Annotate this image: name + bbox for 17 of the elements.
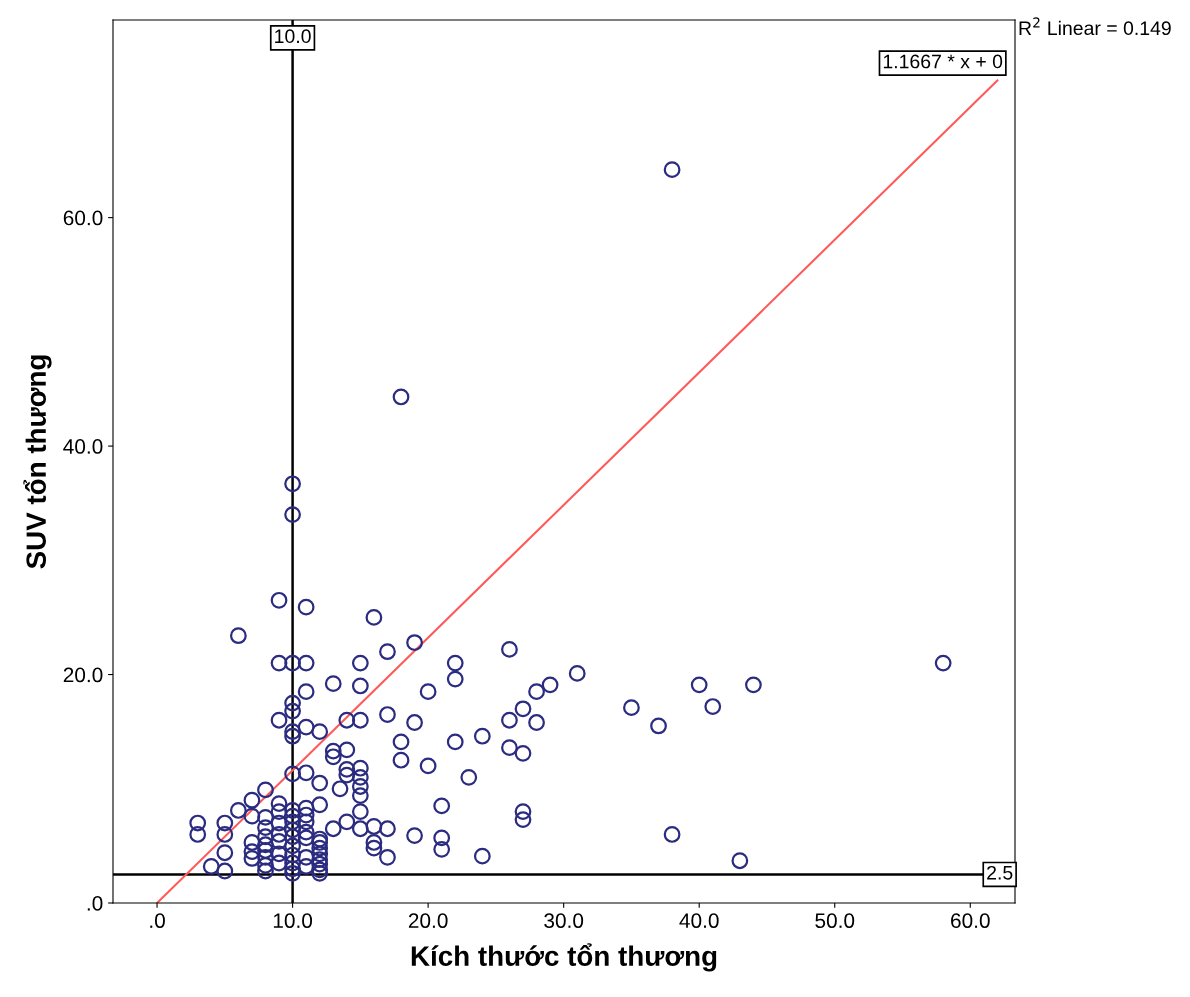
x-tick-label: 40.0 xyxy=(679,913,719,929)
x-tick-label: .0 xyxy=(150,913,165,929)
y-tick-label: 40.0 xyxy=(63,439,103,454)
annotation: 1.1667 * x + 0 xyxy=(883,54,1003,69)
y-tick-label: 60.0 xyxy=(63,210,103,226)
y-tick-label: .0 xyxy=(87,896,103,911)
text: R$^{2}$ Linear = 0.149 xyxy=(1019,17,1171,36)
y-axis-title: SUV tổn thương xyxy=(23,355,52,569)
x-tick-label: 60.0 xyxy=(951,913,990,929)
y-tick-label: 20.0 xyxy=(63,667,103,683)
x-axis-title: Kích thước tổn thương xyxy=(411,943,717,972)
x-tick-label: 30.0 xyxy=(544,913,584,929)
x-tick-label: 20.0 xyxy=(408,913,448,929)
ref-line-label: 2.5 xyxy=(987,865,1013,880)
ref-line-label: 10.0 xyxy=(275,29,311,44)
x-tick-label: 50.0 xyxy=(815,913,855,929)
x-tick-label: 10.0 xyxy=(273,913,313,929)
